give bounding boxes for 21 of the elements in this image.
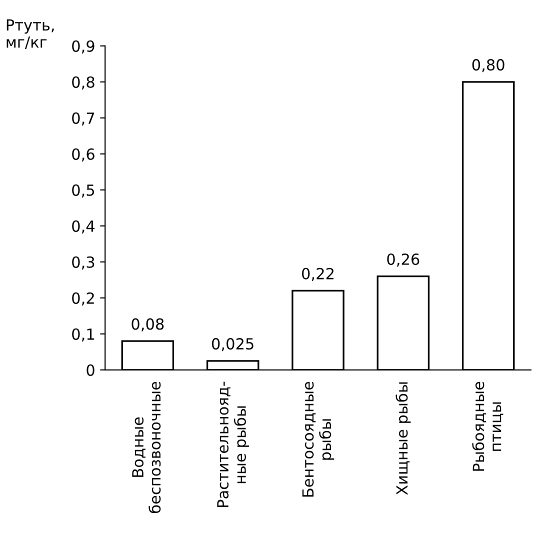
y-tick-label: 0,4 — [72, 220, 95, 234]
x-tick-label: Растительнояд- ные рыбы — [217, 382, 249, 507]
y-tick-label: 0,5 — [72, 184, 94, 198]
data-label: 0,80 — [472, 59, 504, 72]
y-tick-label: 0,6 — [72, 148, 94, 162]
y-tick-label: 0,7 — [72, 112, 94, 126]
y-tick-label: 0,9 — [72, 40, 94, 54]
y-tick-label: 0 — [86, 364, 94, 376]
data-label: 0,22 — [302, 268, 334, 281]
x-tick-label: Бентосоядные рыбы — [302, 382, 334, 497]
x-tick-label: Водные беспозвоночные — [132, 382, 161, 514]
data-label: 0,025 — [212, 338, 254, 352]
y-tick-label: 0,2 — [72, 292, 94, 306]
data-label: 0,08 — [132, 318, 164, 332]
y-tick-label: 0,3 — [72, 256, 94, 270]
data-label: 0,26 — [387, 253, 420, 267]
x-tick-label: Рыбоядные птицы — [472, 382, 504, 471]
y-tick-label: 0,8 — [72, 76, 94, 90]
x-tick-label: Хищные рыбы — [396, 382, 411, 495]
y-tick-label: 0,1 — [72, 328, 94, 342]
y-axis-title: Ртуть, мг/кг — [6, 19, 54, 50]
